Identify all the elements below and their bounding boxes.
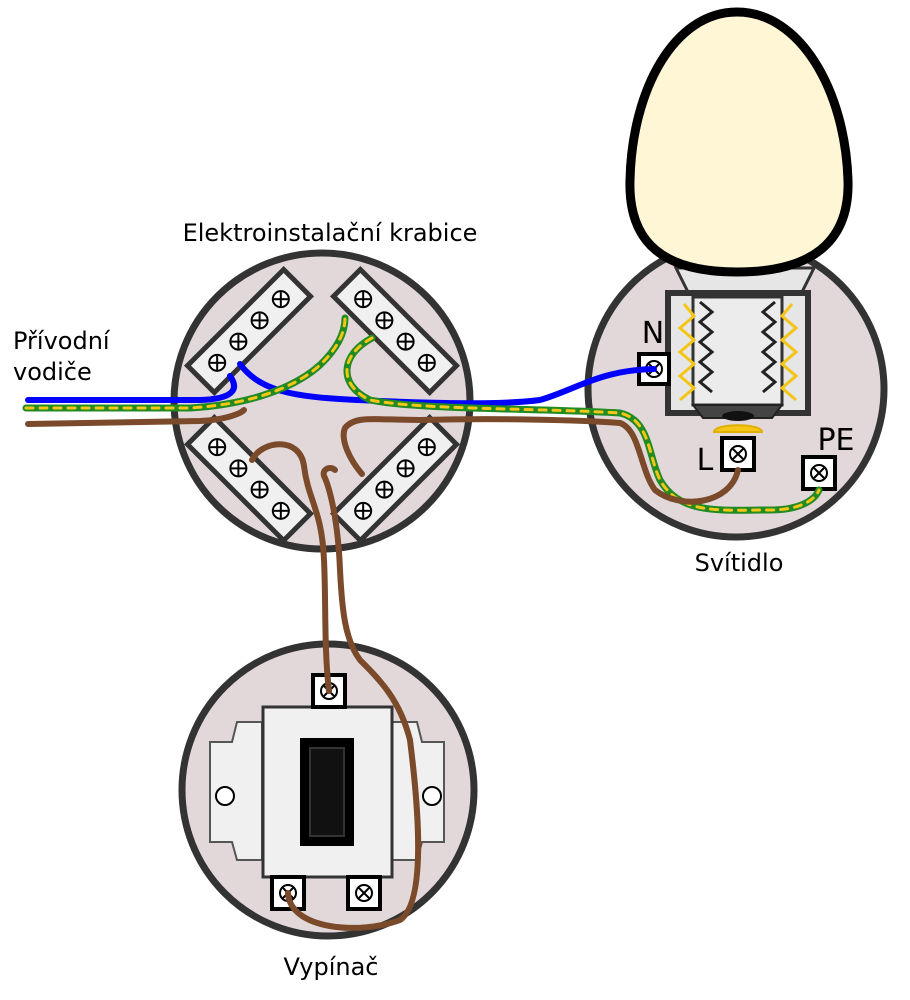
terminal-pe-label: PE (817, 423, 854, 458)
terminal-block-bottom-right (329, 413, 461, 545)
lamp-label: Svítidlo (695, 549, 784, 577)
neutral-wire-supply (25, 373, 237, 403)
bulb-glass (625, 7, 853, 277)
junction-box (170, 249, 474, 553)
terminal-l-label: L (697, 443, 714, 478)
phase-wire-supply (25, 407, 247, 427)
switch-label: Vypínač (284, 953, 379, 981)
switch-terminal-bottom-right (346, 875, 382, 911)
phase-wire-to-switch (249, 441, 332, 694)
switch-ear-left (209, 721, 263, 861)
terminal-block-bottom-left (183, 413, 315, 545)
phase-wire-lamp (340, 416, 741, 505)
terminal-n-label: N (642, 316, 664, 351)
lamp-socket (665, 290, 811, 433)
terminal-pe (801, 455, 837, 491)
supply-label-line2: vodiče (13, 358, 92, 386)
terminal-l (720, 436, 756, 472)
neutral-wire-lamp (237, 361, 657, 407)
terminal-block-top-left (183, 265, 315, 397)
supply-label-line1: Přívodní (13, 327, 111, 355)
lamp (584, 7, 888, 541)
wires (22, 314, 823, 931)
phase-wire-switched (285, 465, 422, 931)
junction-box-label: Elektroinstalační krabice (183, 219, 478, 247)
terminal-block-top-right (329, 265, 461, 397)
